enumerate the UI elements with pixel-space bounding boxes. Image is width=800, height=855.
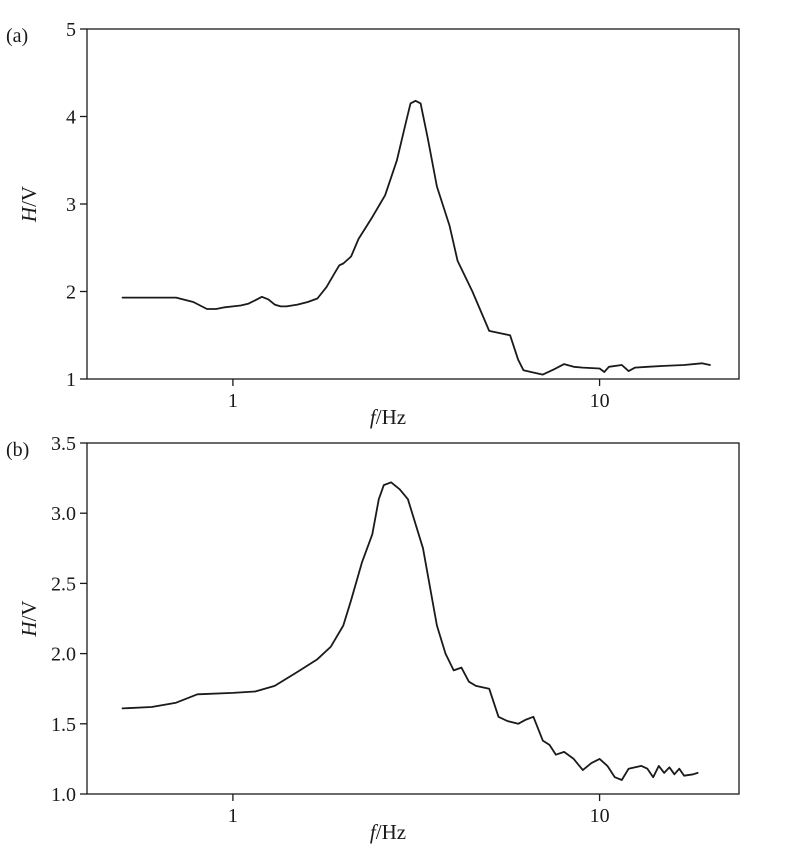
x-axis-title: f/Hz [370,405,406,429]
y-axis-title: H/V [17,600,41,637]
panel-label: (a) [6,25,28,47]
y-tick-label: 3.5 [51,433,76,455]
y-tick-label: 2.5 [51,573,76,595]
series-line-1 [121,99,711,376]
x-axis-title: f/Hz [370,820,406,844]
plot-frame [86,28,740,380]
y-tick-label: 2.0 [51,644,76,666]
y-tick-label: 4 [66,107,76,129]
plot-frame [86,442,740,795]
y-axis-title: H/V [17,186,41,223]
y-tick-label: 1 [66,369,76,391]
series-line-1 [121,481,699,781]
y-tick-label: 5 [66,19,76,41]
x-tick-label: 10 [590,805,610,827]
panel-label: (b) [6,439,29,461]
y-tick-label: 1.0 [51,784,76,806]
y-tick-label: 3.0 [51,503,76,525]
x-tick-label: 1 [228,390,238,412]
chart-panel-2: 1.0 1.5 2.0 2.5 3.0 3.5 1 10 f/Hz H/V (b) [6,433,740,844]
y-tick-label: 1.5 [51,714,76,736]
chart-panel-1: 1 2 3 4 5 1 10 f/Hz H/V (a) [6,19,740,429]
x-tick-label: 10 [590,390,610,412]
y-tick-label: 2 [66,282,76,304]
x-tick-label: 1 [228,805,238,827]
y-tick-label: 3 [66,194,76,216]
